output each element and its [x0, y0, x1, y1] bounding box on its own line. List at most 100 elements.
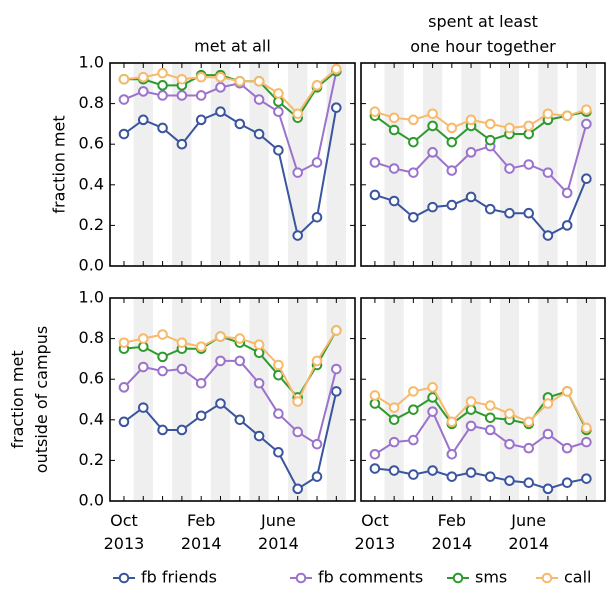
y-tick-label: 0.2: [79, 215, 104, 234]
point: [118, 382, 130, 393]
point: [195, 341, 207, 353]
point: [542, 230, 554, 241]
y-tick-label: 0.8: [79, 328, 104, 347]
point: [137, 333, 149, 344]
point: [523, 159, 535, 170]
point: [195, 377, 207, 389]
legend-label: sms: [475, 568, 507, 587]
month-stripe: [249, 298, 269, 501]
point: [408, 211, 419, 223]
point: [157, 122, 168, 134]
point: [542, 398, 554, 409]
point: [195, 114, 207, 126]
point: [369, 189, 381, 201]
x-tick-label: Feb 2014: [181, 511, 222, 553]
point: [195, 410, 207, 422]
month-stripe: [422, 63, 443, 266]
legend-label: call: [564, 568, 592, 587]
point: [465, 114, 477, 126]
month-stripe: [461, 63, 481, 266]
y-axis-label: fraction met outside of campus: [8, 326, 51, 473]
point: [292, 167, 304, 178]
point: [408, 404, 419, 415]
point: [157, 329, 168, 340]
plot-frame: [360, 62, 606, 267]
legend-marker: [541, 572, 553, 584]
point: [465, 420, 477, 432]
point: [273, 408, 284, 420]
point: [253, 128, 265, 140]
point: [561, 110, 573, 122]
point: [137, 71, 149, 83]
point: [215, 71, 226, 83]
point: [157, 351, 168, 363]
point: [446, 471, 458, 482]
legend-marker: [118, 572, 130, 584]
point: [504, 163, 515, 174]
x-tick-label: Oct 2013: [355, 511, 396, 553]
point: [465, 396, 477, 407]
point: [581, 473, 592, 484]
point: [504, 122, 515, 134]
point: [311, 157, 323, 168]
point: [331, 363, 342, 375]
point: [408, 434, 419, 446]
plot-frame: [109, 297, 356, 502]
point: [215, 331, 226, 342]
point: [465, 467, 477, 478]
point: [273, 359, 284, 371]
point: [253, 339, 265, 350]
point: [292, 230, 304, 241]
y-tick-label: 0.0: [79, 491, 104, 510]
month-stripe: [499, 298, 520, 501]
y-axis-label: fraction met: [50, 115, 69, 213]
point: [118, 337, 130, 348]
point: [504, 207, 515, 219]
point: [253, 94, 265, 105]
point: [542, 108, 554, 120]
point: [331, 386, 342, 397]
month-stripe: [133, 63, 153, 266]
point: [388, 124, 400, 136]
point: [408, 136, 419, 148]
point: [234, 355, 246, 367]
point: [176, 363, 188, 375]
point: [157, 424, 168, 436]
point: [273, 106, 284, 118]
point: [331, 325, 342, 336]
point: [311, 80, 323, 91]
point: [157, 365, 168, 377]
point: [446, 199, 458, 211]
point: [234, 118, 246, 130]
point: [427, 147, 438, 158]
point: [137, 86, 149, 97]
point: [157, 80, 168, 91]
point: [504, 408, 515, 420]
point: [234, 333, 246, 344]
point: [253, 377, 265, 389]
point: [504, 438, 515, 450]
point: [118, 94, 130, 105]
plot-frame: [360, 297, 606, 502]
point: [118, 73, 130, 85]
point: [292, 483, 304, 495]
y-tick-label: 0.4: [79, 409, 104, 428]
point: [369, 106, 381, 118]
point: [273, 144, 284, 156]
point: [427, 108, 438, 120]
month-stripe: [384, 298, 404, 501]
point: [484, 400, 496, 411]
point: [388, 195, 400, 207]
point: [581, 104, 592, 115]
point: [215, 106, 226, 118]
point: [465, 191, 477, 203]
legend-marker: [295, 572, 307, 584]
point: [484, 134, 496, 146]
point: [369, 463, 381, 474]
point: [561, 220, 573, 231]
point: [157, 90, 168, 101]
point: [137, 402, 149, 413]
month-stripe: [326, 63, 346, 266]
point: [137, 114, 149, 126]
point: [465, 147, 477, 158]
